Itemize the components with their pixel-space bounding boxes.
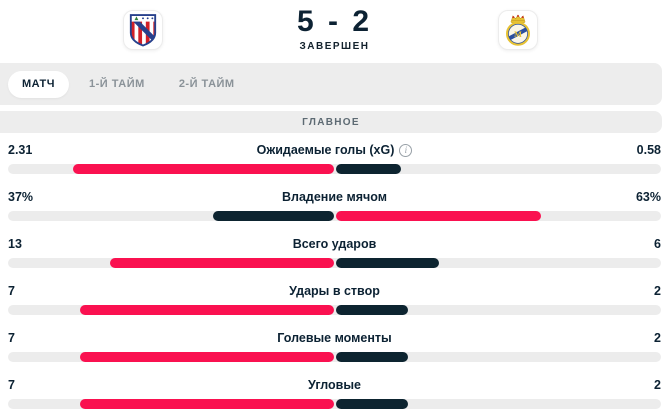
stat-home-value: 7 (8, 284, 15, 298)
stat-bar-half-away (335, 399, 662, 409)
stat-label: Владение мячом (282, 190, 387, 204)
stat-away-value: 2 (654, 378, 661, 392)
stat-bar-track (8, 164, 661, 174)
stat-row: 2.31 Ожидаемые голы (xG) i 0.58 (8, 143, 661, 174)
stat-away-value: 2 (654, 331, 661, 345)
stat-bar-half-home (8, 258, 335, 268)
stat-label: Удары в створ (289, 284, 380, 298)
real-madrid-crest-icon: M (506, 14, 530, 46)
stat-bar-track (8, 399, 661, 409)
section-header: ГЛАВНОЕ (0, 111, 662, 133)
stat-bar-away (335, 164, 402, 174)
stat-bar-home (212, 211, 334, 221)
stat-home-value: 37% (8, 190, 34, 204)
stat-home-value: 7 (8, 331, 15, 345)
stat-bar-track (8, 352, 661, 362)
stat-bar-away (335, 305, 409, 315)
stat-label-wrap: Угловые i (8, 378, 661, 393)
stat-away-value: 6 (654, 237, 661, 251)
stat-label: Ожидаемые голы (xG) (256, 143, 395, 157)
stat-away-value: 0.58 (636, 143, 661, 157)
stat-bar-away (335, 211, 542, 221)
stat-bar-half-home (8, 352, 335, 362)
stat-bar-home (79, 305, 334, 315)
stat-head: 37% Владение мячом i 63% (8, 190, 661, 205)
stat-row: 13 Всего ударов i 6 (8, 237, 661, 268)
away-team-badge[interactable]: M (498, 10, 538, 50)
stat-bar-half-away (335, 352, 662, 362)
match-header: 5 - 2 ЗАВЕРШЕН M (0, 0, 669, 60)
info-icon[interactable]: i (399, 144, 413, 157)
stat-head: 7 Голевые моменты i 2 (8, 331, 661, 346)
stats-rows: 2.31 Ожидаемые голы (xG) i 0.58 37% Влад… (0, 133, 669, 409)
stat-label: Всего ударов (292, 237, 377, 251)
stat-head: 2.31 Ожидаемые голы (xG) i 0.58 (8, 143, 661, 158)
stat-bar-home (72, 164, 334, 174)
stat-bar-half-home (8, 211, 335, 221)
svg-text:M: M (514, 29, 522, 39)
stat-bar-half-away (335, 305, 662, 315)
stat-bar-home (110, 258, 334, 268)
stat-bar-half-away (335, 258, 662, 268)
stat-label: Угловые (308, 378, 361, 392)
stat-home-value: 7 (8, 378, 15, 392)
stat-row: 37% Владение мячом i 63% (8, 190, 661, 221)
score-block: 5 - 2 ЗАВЕРШЕН (0, 5, 669, 53)
stat-bar-home (79, 352, 334, 362)
stat-label-wrap: Всего ударов i (8, 237, 661, 252)
tab-bar: МАТЧ 1-Й ТАЙМ 2-Й ТАЙМ (0, 63, 662, 105)
stat-bar-away (335, 258, 439, 268)
stat-head: 7 Угловые i 2 (8, 378, 661, 393)
stat-head: 7 Удары в створ i 2 (8, 284, 661, 299)
stat-label-wrap: Удары в створ i (8, 284, 661, 299)
stat-bar-track (8, 258, 661, 268)
atletico-madrid-crest-icon (129, 14, 157, 47)
stat-label-wrap: Владение мячом i (8, 190, 661, 205)
stat-row: 7 Голевые моменты i 2 (8, 331, 661, 362)
stat-bar-half-away (335, 164, 662, 174)
stat-bar-half-home (8, 305, 335, 315)
stat-bar-half-home (8, 164, 335, 174)
stat-row: 7 Удары в створ i 2 (8, 284, 661, 315)
home-team-badge[interactable] (123, 10, 163, 50)
tab-second-half[interactable]: 2-Й ТАЙМ (178, 78, 235, 90)
stat-bar-away (335, 399, 409, 409)
match-score: 5 - 2 (296, 5, 373, 38)
stat-head: 13 Всего ударов i 6 (8, 237, 661, 252)
stat-label-wrap: Ожидаемые голы (xG) i (8, 143, 661, 158)
match-status: ЗАВЕРШЕН (299, 41, 370, 52)
tab-first-half[interactable]: 1-Й ТАЙМ (89, 78, 145, 90)
stat-home-value: 13 (8, 237, 22, 251)
section-title: ГЛАВНОЕ (302, 116, 360, 128)
stat-bar-half-home (8, 399, 335, 409)
stat-bar-home (79, 399, 334, 409)
stat-home-value: 2.31 (8, 143, 33, 157)
stat-bar-half-away (335, 211, 662, 221)
stat-bar-away (335, 352, 409, 362)
tab-match[interactable]: МАТЧ (8, 70, 70, 98)
stat-row: 7 Угловые i 2 (8, 378, 661, 409)
stat-label-wrap: Голевые моменты i (8, 331, 661, 346)
stat-label: Голевые моменты (277, 331, 392, 345)
stat-bar-track (8, 211, 661, 221)
stat-away-value: 63% (635, 190, 661, 204)
stat-away-value: 2 (654, 284, 661, 298)
stat-bar-track (8, 305, 661, 315)
